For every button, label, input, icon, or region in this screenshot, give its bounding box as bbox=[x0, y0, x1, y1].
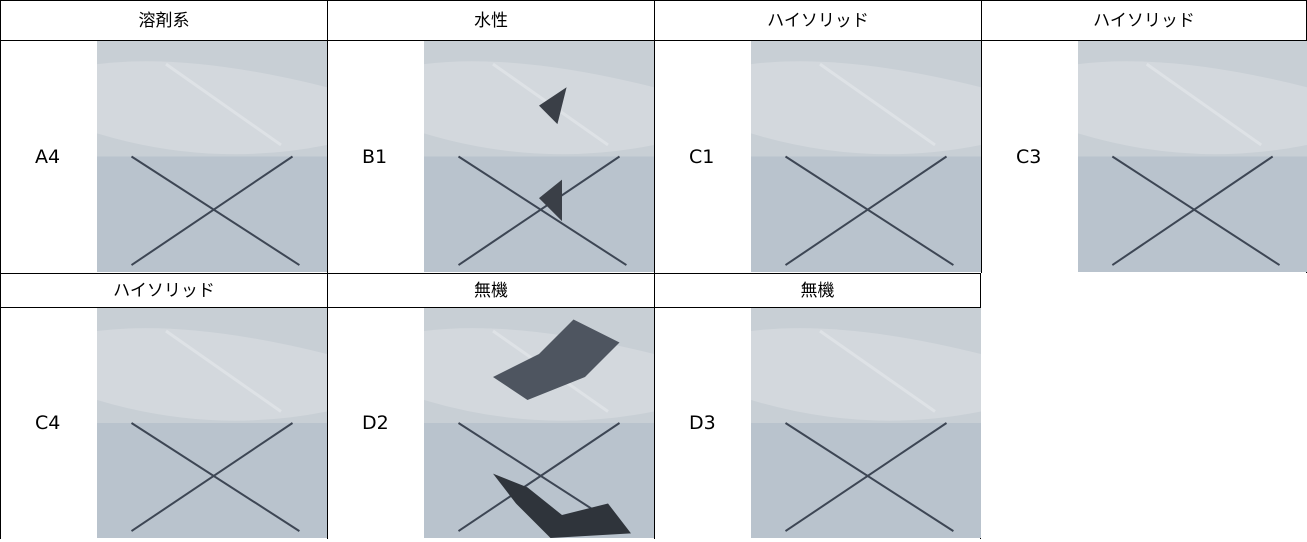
image-cell: A4 bbox=[0, 40, 327, 273]
photo-frame bbox=[751, 308, 981, 538]
image-cell: C1 bbox=[654, 40, 981, 273]
photo-frame bbox=[751, 41, 981, 272]
photo bbox=[751, 41, 981, 272]
image-cell: B1 bbox=[327, 40, 654, 273]
photo-frame bbox=[1078, 41, 1307, 272]
photo bbox=[424, 308, 654, 538]
column-heading: 無機 bbox=[654, 273, 981, 307]
image-cell: C4 bbox=[0, 307, 327, 539]
column-heading: 溶剤系 bbox=[0, 0, 327, 40]
photo bbox=[751, 308, 981, 538]
photo-frame bbox=[424, 308, 654, 538]
sample-label: D3 bbox=[689, 412, 716, 434]
column-heading: 無機 bbox=[327, 273, 654, 307]
photo bbox=[97, 41, 327, 272]
sample-label: C4 bbox=[35, 412, 61, 434]
photo-frame bbox=[97, 308, 327, 538]
image-cell: D2 bbox=[327, 307, 654, 539]
photo-frame bbox=[97, 41, 327, 272]
column-heading: ハイソリッド bbox=[654, 0, 981, 40]
sample-label: C3 bbox=[1016, 145, 1042, 168]
column-heading: 水性 bbox=[327, 0, 654, 40]
sample-label: A4 bbox=[35, 145, 61, 168]
column-heading: ハイソリッド bbox=[981, 0, 1307, 40]
sample-label: B1 bbox=[362, 145, 388, 168]
image-cell: D3 bbox=[654, 307, 981, 539]
photo bbox=[424, 41, 654, 272]
column-heading: ハイソリッド bbox=[0, 273, 327, 307]
sample-label: C1 bbox=[689, 145, 715, 168]
photo bbox=[97, 308, 327, 538]
photo bbox=[1078, 41, 1307, 272]
photo-frame bbox=[424, 41, 654, 272]
image-cell: C3 bbox=[981, 40, 1307, 273]
sample-label: D2 bbox=[362, 412, 389, 434]
